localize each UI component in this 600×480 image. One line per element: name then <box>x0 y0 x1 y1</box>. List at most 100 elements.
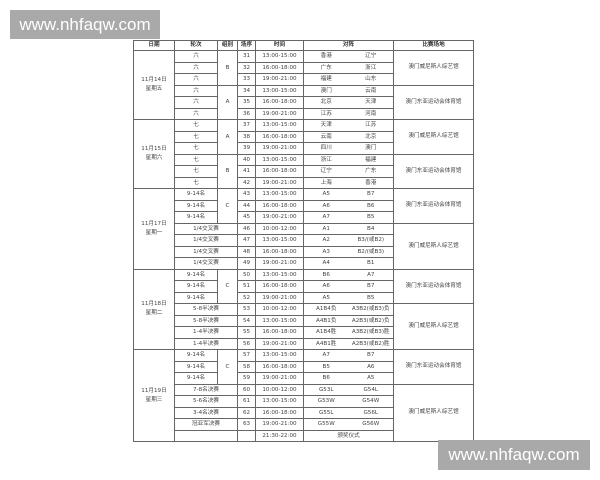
time-cell: 19:00-21:00 <box>255 176 304 189</box>
round-cell: 3-4名决赛 <box>174 406 238 419</box>
time-cell: 16:00-18:00 <box>255 406 304 419</box>
home-team-cell: 天津 <box>303 119 349 132</box>
time-cell: 19:00-21:00 <box>255 337 304 350</box>
round-cell: 9-14名 <box>174 360 218 373</box>
round-cell: 六 <box>174 84 218 97</box>
home-team-cell: 云南 <box>303 130 349 143</box>
round-cell: 六 <box>174 50 218 63</box>
date-cell: 11月18日 星期二 <box>133 268 175 350</box>
date-text: 11月17日 <box>141 220 167 227</box>
round-cell: 9-14名 <box>174 188 218 201</box>
home-team-cell: A7 <box>303 211 349 224</box>
away-team-cell: B3/(或B2) <box>348 234 395 247</box>
home-team-cell: 香港 <box>303 50 349 63</box>
match-no-cell: 61 <box>237 395 256 408</box>
match-no-cell: 38 <box>237 130 256 143</box>
header-date: 日期 <box>133 40 175 51</box>
match-row: 七 B 40 13:00-15:00 浙江 福建 澳门东亚运动会体育馆 <box>134 153 475 189</box>
match-row: 11月19日 星期三 9-14名 C 57 13:00-15:00 A7 B7 澳门东亚运动会体… <box>133 349 475 442</box>
venue-cell: 澳门东亚运动会体育馆 <box>393 268 475 304</box>
date-cell: 11月19日 星期三 <box>133 349 175 442</box>
round-cell: 七 <box>174 165 218 178</box>
match-no-cell: 46 <box>237 222 256 235</box>
header-time: 时间 <box>255 40 304 51</box>
match-no-cell: 48 <box>237 245 256 258</box>
match-no-cell: 56 <box>237 337 256 350</box>
venue-cell: 澳门东亚运动会体育馆 <box>393 84 475 120</box>
away-team-cell: B2/(或B3) <box>348 245 395 258</box>
time-cell: 13:00-15:00 <box>255 349 304 362</box>
date-text: 11月15日 <box>141 146 167 152</box>
away-team-cell: B4 <box>348 222 395 235</box>
match-row: 1/4交叉赛 46 10:00-12:00 A1 B4 澳门威尼斯人综艺馆 <box>134 222 475 270</box>
round-cell: 七 <box>174 176 218 189</box>
header-row: 日期 轮次 组别 场序 时间 对阵 比赛场地 <box>133 40 475 51</box>
group-cell: C <box>217 188 238 224</box>
time-cell: 19:00-21:00 <box>255 73 304 86</box>
date-text: 11月14日 <box>141 77 167 83</box>
date-cell: 11月14日 星期五 <box>133 50 175 120</box>
away-team-cell: 辽宁 <box>348 50 395 63</box>
time-cell: 16:00-18:00 <box>255 61 304 74</box>
home-team-cell: A2 <box>303 234 349 247</box>
away-team-cell: 云南 <box>348 84 395 97</box>
group-cell: A <box>217 84 238 120</box>
date-text: 11月18日 <box>141 301 167 308</box>
venue-cell: 澳门东亚运动会体育馆 <box>393 349 475 385</box>
time-cell: 16:00-18:00 <box>255 280 304 293</box>
match-no-cell: 34 <box>237 84 256 97</box>
schedule-table: 日期 轮次 组别 场序 时间 对阵 比赛场地 11月14日 星期五六 B 31 13:0… <box>133 40 475 442</box>
header-match: 对阵 <box>302 40 395 51</box>
round-cell: 六 <box>174 61 218 74</box>
match-row: 七 39 19:00-21:00 四川 澳门 <box>134 142 474 155</box>
time-cell: 13:00-15:00 <box>255 84 304 97</box>
round-cell: 冠亚军决赛 <box>174 418 238 431</box>
away-team-cell: G56L <box>348 406 395 419</box>
round-cell: 1/4交叉赛 <box>174 245 238 258</box>
match-row: 7-8名决赛 60 10:00-12:00 G53L G54L 澳门威尼斯人综艺馆 <box>134 383 475 442</box>
away-team-cell: 天津 <box>348 96 395 109</box>
weekday-text: 星期三 <box>145 396 163 403</box>
round-cell: 六 <box>174 107 218 120</box>
match-no-cell: 41 <box>237 165 256 178</box>
time-cell: 19:00-21:00 <box>255 291 304 304</box>
round-cell: 1-4半决赛 <box>174 326 238 339</box>
home-team-cell: A6 <box>303 199 349 212</box>
away-team-cell: A5 <box>348 372 395 385</box>
match-no-cell: 45 <box>237 211 256 224</box>
round-cell: 六 <box>174 96 218 109</box>
time-cell: 13:00-15:00 <box>255 314 304 327</box>
time-cell: 16:00-18:00 <box>255 165 304 178</box>
match-no-cell: 50 <box>237 268 256 281</box>
match-no-cell: 37 <box>237 119 256 132</box>
match-no-cell: 54 <box>237 314 256 327</box>
away-team-cell: A3B2(或B3)负 <box>348 303 395 316</box>
time-cell: 19:00-21:00 <box>255 107 304 120</box>
group-cell: C <box>217 349 238 385</box>
ceremony-cell: 颁奖仪式 <box>302 429 395 442</box>
match-no-cell: 53 <box>237 303 256 316</box>
away-team-cell: A2B3(或B2)胜 <box>348 337 395 350</box>
match-no-cell: 62 <box>237 406 256 419</box>
time-cell: 13:00-15:00 <box>255 50 304 63</box>
match-row: 9-14名 44 16:00-18:00 A6 B6 <box>134 199 474 212</box>
home-team-cell: 江苏 <box>303 107 349 120</box>
home-team-cell: 浙江 <box>303 153 349 166</box>
away-team-cell: B1 <box>348 257 395 270</box>
round-cell: 1/4交叉赛 <box>174 222 238 235</box>
home-team-cell: 福建 <box>303 73 349 86</box>
date-cell: 11月15日 星期六 <box>133 119 175 189</box>
home-team-cell: A7 <box>303 349 349 362</box>
match-row: 11月18日 星期二 9-14名 C 50 13:00-15:00 B6 A7 澳门东亚运动会体… <box>133 268 475 350</box>
match-row: 11月17日 星期一 9-14名 C 43 13:00-15:00 A5 B7 澳门东亚运动会体… <box>133 188 475 270</box>
time-cell: 13:00-15:00 <box>255 268 304 281</box>
round-cell: 5-6名决赛 <box>174 395 238 408</box>
time-cell: 19:00-21:00 <box>255 211 304 224</box>
home-team-cell: 澳门 <box>303 84 349 97</box>
group-cell: C <box>217 268 238 304</box>
match-no-cell: 33 <box>237 73 256 86</box>
match-no-cell: 40 <box>237 153 256 166</box>
match-row: 六 36 19:00-21:00 江苏 河南 <box>134 107 474 120</box>
time-cell: 16:00-18:00 <box>255 199 304 212</box>
match-no-cell: 55 <box>237 326 256 339</box>
